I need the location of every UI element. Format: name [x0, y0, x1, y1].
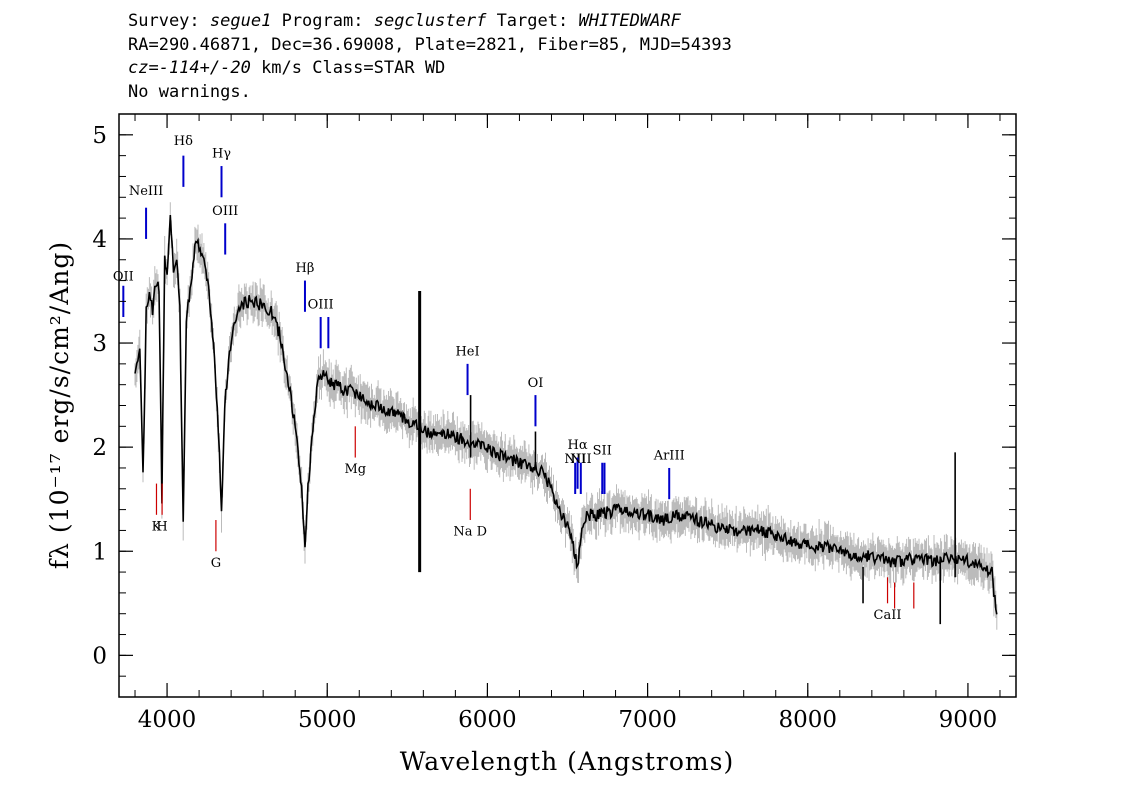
class-value: km/s Class=STAR WD [250, 58, 446, 78]
line-marker-label: OIII [308, 298, 334, 313]
spectrum-line [134, 215, 998, 615]
line-marker-label: Hα [568, 438, 588, 453]
x-tick-label: 4000 [138, 707, 197, 733]
line-marker-label: OI [528, 376, 544, 391]
line-marker-label: Hγ [212, 147, 231, 162]
line-marker-label: ArIII [653, 449, 685, 464]
header-line-1: Survey: segue1 Program: segclusterf Targ… [128, 10, 732, 34]
line-marker-label: SII [593, 443, 612, 458]
survey-label: Survey: [128, 11, 200, 31]
axes: 4000 5000 6000 7000 8000 9000 0 1 2 3 4 5 [92, 114, 1016, 733]
x-tick-label: 8000 [778, 707, 837, 733]
y-tick-label: 3 [92, 331, 107, 357]
program-value: segclusterf [373, 11, 487, 31]
redshift-value: cz=-114+/-20 [128, 58, 251, 78]
line-marker-label: Hδ [174, 134, 193, 149]
line-marker-label: OIII [212, 204, 238, 219]
x-axis-title: Wavelength (Angstroms) [400, 747, 734, 776]
line-marker-label: CaII [874, 608, 902, 623]
line-marker-label: Mg [344, 462, 366, 477]
line-marker-label: Hβ [296, 261, 315, 276]
x-tick-label: 7000 [618, 707, 677, 733]
line-marker-label: H [156, 519, 167, 534]
header-line-3: cz=-114+/-20 km/s Class=STAR WD [128, 57, 732, 81]
line-marker-label: Na D [453, 525, 487, 540]
line-marker-label: G [211, 556, 221, 571]
survey-value: segue1 [209, 11, 272, 31]
y-tick-label: 1 [92, 539, 107, 565]
y-tick-label: 5 [92, 123, 107, 149]
target-label: Target: [496, 11, 569, 31]
x-tick-label: 5000 [298, 707, 357, 733]
x-tick-label: 9000 [939, 707, 998, 733]
line-marker-label: HeI [455, 345, 479, 360]
y-tick-label: 2 [92, 435, 107, 461]
program-label: Program: [281, 11, 364, 31]
x-tick-label: 6000 [458, 707, 517, 733]
line-marker-label: NeIII [129, 184, 163, 199]
y-tick-label: 4 [92, 227, 107, 253]
y-axis-title: fλ (10⁻¹⁷ erg/s/cm²/Ang) [45, 241, 74, 569]
error-envelope [134, 202, 998, 630]
line-marker-label: OII [113, 270, 134, 285]
target-value: WHITEDWARF [578, 11, 681, 31]
y-tick-label: 0 [92, 643, 107, 669]
spectrum-header: Survey: segue1 Program: segclusterf Targ… [128, 10, 732, 104]
line-marker-label: K [152, 519, 162, 534]
header-line-4: No warnings. [128, 81, 251, 102]
header-line-2: RA=290.46871, Dec=36.69008, Plate=2821, … [128, 34, 732, 55]
line-marker-label: NII [570, 452, 592, 467]
